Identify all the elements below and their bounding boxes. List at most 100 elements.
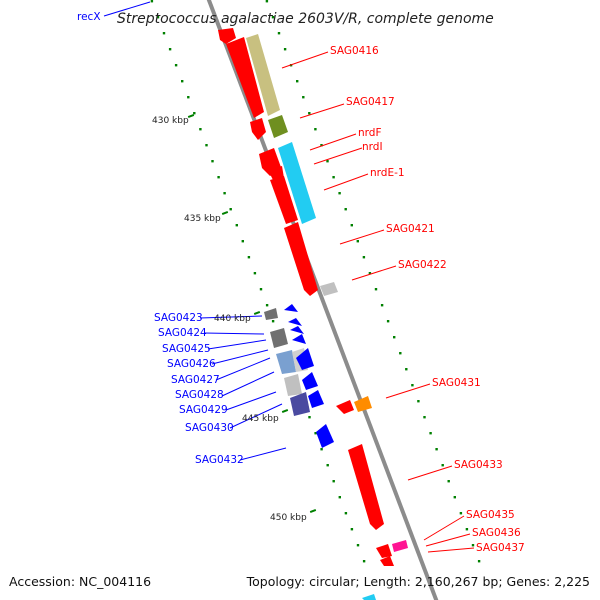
tick-dot — [314, 128, 317, 131]
gene-label-sag0431[interactable]: SAG0431 — [432, 377, 481, 389]
tick-dot — [296, 80, 299, 83]
gene-label-sag0425[interactable]: SAG0425 — [162, 343, 211, 355]
kbp-label-450: 450 kbp — [270, 513, 307, 523]
kbp-label-435: 435 kbp — [184, 214, 221, 224]
gene-label-nrdi[interactable]: nrdI — [362, 141, 383, 153]
gene-label-sag0435[interactable]: SAG0435 — [466, 509, 515, 521]
tick-dot — [168, 48, 172, 51]
tick-dot — [253, 272, 257, 275]
forward-strand-features — [218, 28, 408, 600]
tick-dot — [271, 320, 275, 323]
feature-sag0421[interactable] — [284, 222, 318, 296]
tick-dot — [223, 192, 226, 195]
tick-dot — [380, 304, 384, 307]
feature-sag0429b[interactable] — [308, 390, 324, 408]
reverse-strand-features — [264, 304, 334, 448]
feature-sag0429[interactable] — [290, 392, 310, 416]
kbp-tick-marks — [187, 114, 317, 513]
feature-sag0425[interactable] — [270, 328, 288, 348]
tick-dot — [247, 256, 251, 259]
gene-label-sag0424[interactable]: SAG0424 — [158, 327, 207, 339]
feature-sag0424[interactable] — [288, 318, 302, 326]
gene-label-nrdf[interactable]: nrdF — [358, 127, 382, 139]
tick-dot — [459, 512, 463, 515]
gene-label-sag0416[interactable]: SAG0416 — [330, 45, 379, 57]
feature-sag0416b[interactable] — [250, 118, 266, 140]
feature-sag0421-a[interactable] — [270, 176, 298, 224]
tick-dot — [344, 208, 347, 211]
gene-label-sag0417[interactable]: SAG0417 — [346, 96, 395, 108]
kbp-label-430: 430 kbp — [152, 116, 189, 126]
feature-sag0431-orange[interactable] — [354, 396, 372, 412]
feature-sag0424b[interactable] — [290, 326, 304, 334]
feature-sag0428b[interactable] — [302, 372, 318, 390]
feature-sag0436[interactable] — [392, 540, 408, 552]
feature-sag0415[interactable] — [218, 28, 236, 44]
feature-sag0426[interactable] — [276, 350, 296, 374]
tick-dot — [447, 480, 450, 483]
gene-label-sag0429[interactable]: SAG0429 — [179, 404, 228, 416]
kbp-label-440: 440 kbp — [214, 314, 251, 324]
feature-sag0416[interactable] — [226, 37, 264, 118]
gene-label-sag0428[interactable]: SAG0428 — [175, 389, 224, 401]
feature-sag0427b[interactable] — [296, 348, 314, 370]
gene-label-sag0421[interactable]: SAG0421 — [386, 223, 435, 235]
kbp-label-445: 445 kbp — [242, 414, 279, 424]
gene-label-sag0436[interactable]: SAG0436 — [472, 527, 521, 539]
tick-dot — [338, 192, 341, 195]
feature-sag0416-olive[interactable] — [246, 34, 280, 116]
feature-sag0423[interactable] — [264, 308, 278, 320]
tick-dot — [308, 416, 311, 419]
gene-label-nrde-1[interactable]: nrdE-1 — [370, 167, 405, 179]
gene-label-sag0423[interactable]: SAG0423 — [154, 312, 203, 324]
gene-label-sag0430[interactable]: SAG0430 — [185, 422, 234, 434]
feature-next — [362, 594, 376, 600]
tick-dot — [283, 48, 287, 51]
forward-gene-labels: SAG0416 SAG0417 nrdF nrdI nrdE-1 SAG0421… — [330, 45, 525, 554]
feature-sag0430[interactable] — [316, 424, 334, 448]
tick-dot — [199, 128, 202, 131]
tick-dot — [326, 464, 329, 467]
gene-label-sag0437[interactable]: SAG0437 — [476, 542, 525, 554]
gene-label-sag0426[interactable]: SAG0426 — [167, 358, 216, 370]
tick-dot — [150, 0, 154, 3]
feature-sag0433[interactable] — [348, 444, 384, 530]
gene-label-sag0433[interactable]: SAG0433 — [454, 459, 503, 471]
feature-sag0428[interactable] — [284, 374, 302, 396]
feature-sag0435[interactable] — [376, 544, 392, 558]
tick-dot — [302, 96, 305, 99]
tick-dot — [265, 304, 269, 307]
tick-dot — [405, 368, 408, 371]
tick-dot — [386, 320, 390, 323]
tick-dot — [217, 176, 220, 179]
tick-dot — [465, 528, 469, 531]
feature-sag0431[interactable] — [336, 400, 354, 414]
tick-dot — [374, 288, 378, 291]
feature-sag0425b[interactable] — [292, 334, 306, 344]
tick-dot — [162, 32, 166, 35]
feature-sag0422[interactable] — [320, 282, 338, 296]
tick-dot — [441, 464, 444, 467]
tick-dot — [320, 448, 323, 451]
feature-sag0417[interactable] — [268, 115, 288, 138]
tick-dot — [356, 240, 359, 243]
feature-sag0423-arrow[interactable] — [284, 304, 298, 312]
tick-dot — [265, 0, 269, 3]
tick-dot — [193, 112, 196, 115]
feature-sag0437[interactable] — [380, 556, 394, 566]
gene-label-recx[interactable]: recX — [77, 11, 101, 23]
tick-dot — [187, 96, 190, 99]
tick-dot — [332, 176, 335, 179]
feature-nrdE[interactable] — [278, 142, 316, 224]
gene-label-sag0432[interactable]: SAG0432 — [195, 454, 244, 466]
tick-dot — [241, 240, 244, 243]
gene-label-sag0427[interactable]: SAG0427 — [171, 374, 220, 386]
tick-dot — [477, 560, 481, 563]
tick-dot — [271, 16, 275, 19]
genome-backbone-line — [206, 0, 439, 600]
tick-dot — [435, 448, 438, 451]
tick-dot — [277, 32, 281, 35]
tick-dot — [235, 224, 238, 227]
gene-label-sag0422[interactable]: SAG0422 — [398, 259, 447, 271]
tick-dot — [356, 544, 360, 547]
